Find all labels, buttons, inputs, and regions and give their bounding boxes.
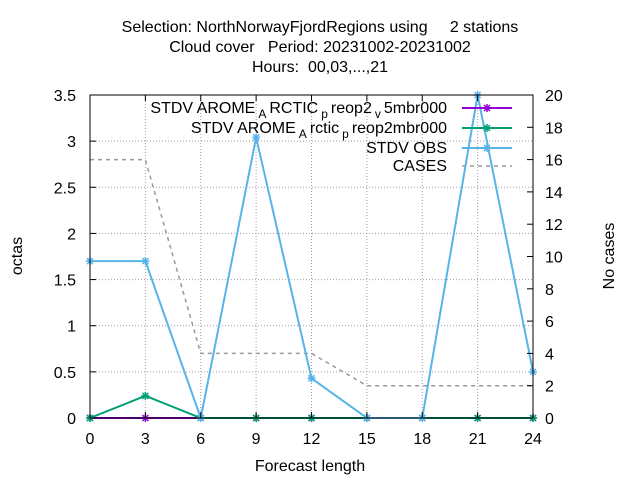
x-tick-label: 21 bbox=[469, 431, 487, 448]
x-tick-label: 24 bbox=[524, 431, 542, 448]
y-tick-label: 2 bbox=[67, 226, 76, 243]
y2-tick-label: 14 bbox=[545, 185, 563, 202]
series-2-point-4 bbox=[307, 374, 316, 382]
legend-text-part: reop2mbr000 bbox=[352, 120, 447, 137]
legend-text-part: STDV OBS bbox=[366, 140, 447, 157]
legend-marker-0 bbox=[483, 104, 491, 112]
x-tick-label: 3 bbox=[141, 431, 150, 448]
y2-tick-label: 10 bbox=[545, 250, 563, 267]
y-tick-label: 1 bbox=[67, 319, 76, 336]
series-1-point-1 bbox=[141, 392, 149, 400]
y2-tick-label: 4 bbox=[545, 346, 554, 363]
legend-text-part: A bbox=[258, 107, 266, 121]
y-tick-label: 0 bbox=[67, 411, 76, 428]
y2-tick-label: 2 bbox=[545, 379, 554, 396]
series-3 bbox=[90, 158, 533, 387]
y2-tick-label: 12 bbox=[545, 217, 563, 234]
legend-marker-1 bbox=[483, 124, 491, 132]
y2-tick-label: 0 bbox=[545, 411, 554, 428]
legend-text-part: rctic bbox=[310, 120, 339, 137]
x-tick-label: 12 bbox=[303, 431, 321, 448]
series-line-3 bbox=[90, 158, 533, 387]
legend-text-part: reop2 bbox=[331, 100, 372, 117]
y2-tick-label: 16 bbox=[545, 153, 563, 170]
legend-text-part: A bbox=[299, 127, 307, 141]
legend-text-part: p bbox=[342, 127, 349, 141]
legend-label-3: CASES bbox=[393, 158, 447, 175]
legend-text-part: STDV AROME bbox=[150, 100, 255, 117]
y-tick-label: 3.5 bbox=[54, 88, 76, 105]
y2-tick-label: 6 bbox=[545, 314, 554, 331]
ticks: 0 3 6 9 12 15 18 21 2400.511.522.533.50246810121… bbox=[54, 88, 563, 448]
series-2-point-3 bbox=[252, 133, 260, 141]
legend-label-0: STDV AROME A RCTIC p reop2 v 5mbr000 bbox=[150, 100, 447, 121]
x-axis-label: Forecast length bbox=[255, 458, 365, 475]
x-tick-label: 6 bbox=[196, 431, 205, 448]
legend-text-part: RCTIC bbox=[269, 100, 318, 117]
y2-tick-label: 8 bbox=[545, 282, 554, 299]
y-axis-label: octas bbox=[9, 237, 26, 275]
y2-tick-label: 20 bbox=[545, 88, 563, 105]
legend-text-part: STDV AROME bbox=[191, 120, 296, 137]
y-tick-label: 2.5 bbox=[54, 180, 76, 197]
x-tick-label: 18 bbox=[413, 431, 431, 448]
chart-title-line-1: Selection: NorthNorwayFjordRegions using… bbox=[121, 19, 519, 36]
y2-axis-label: No cases bbox=[601, 223, 618, 290]
x-tick-label: 15 bbox=[358, 431, 376, 448]
chart-title-line-2: Cloud cover Period: 20231002-20231002 bbox=[169, 39, 471, 56]
series-2-point-1 bbox=[141, 257, 149, 265]
legend-text-part: p bbox=[321, 107, 328, 121]
y-tick-label: 3 bbox=[67, 134, 76, 151]
y-tick-label: 0.5 bbox=[54, 365, 76, 382]
x-tick-label: 9 bbox=[252, 431, 261, 448]
legend-text-part: CASES bbox=[393, 158, 447, 175]
legend-text-part: v bbox=[375, 107, 381, 121]
legend-marker-2 bbox=[483, 144, 491, 152]
y-tick-label: 1.5 bbox=[54, 273, 76, 290]
legend-label-2: STDV OBS bbox=[366, 140, 447, 157]
chart-title-line-3: Hours: 00,03,...,21 bbox=[251, 59, 389, 76]
legend-text-part: 5mbr000 bbox=[384, 100, 447, 117]
x-tick-label: 0 bbox=[86, 431, 95, 448]
grid bbox=[90, 95, 533, 418]
y2-tick-label: 18 bbox=[545, 120, 563, 137]
